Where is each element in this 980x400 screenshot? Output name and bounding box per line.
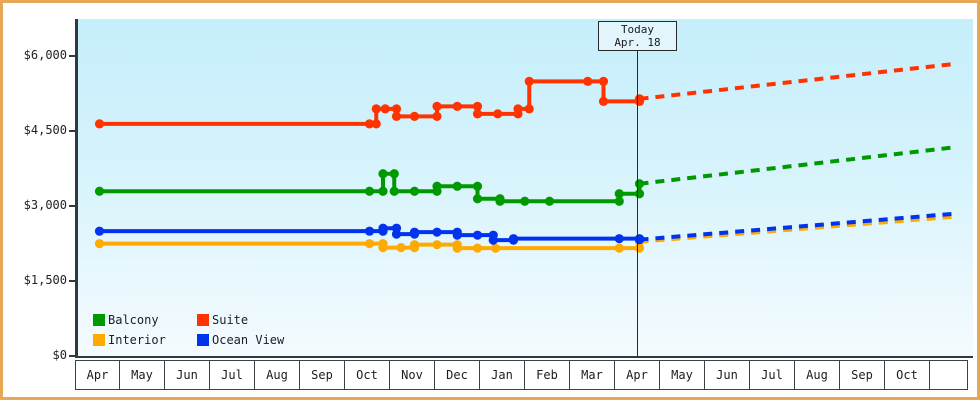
legend-label: Interior xyxy=(108,333,166,347)
x-axis-month-may-13[interactable]: May xyxy=(660,360,705,390)
today-line xyxy=(637,50,638,357)
legend-swatch-icon xyxy=(93,334,105,346)
legend-label: Suite xyxy=(212,313,249,327)
y-axis-tick xyxy=(69,130,77,133)
x-axis-month-oct-6[interactable]: Oct xyxy=(345,360,390,390)
x-axis-month-apr-0[interactable]: Apr xyxy=(75,360,120,390)
y-axis-label: $3,000 xyxy=(23,198,67,213)
chart-legend: Balcony Suite Interior Ocean View xyxy=(93,313,284,347)
y-axis-tick xyxy=(69,280,77,283)
x-axis-line xyxy=(75,356,973,358)
x-axis-month-aug-16[interactable]: Aug xyxy=(795,360,840,390)
x-axis-month-jan-9[interactable]: Jan xyxy=(480,360,525,390)
x-axis-month-jul-15[interactable]: Jul xyxy=(750,360,795,390)
x-axis-month-sep-5[interactable]: Sep xyxy=(300,360,345,390)
legend-item-balcony[interactable]: Balcony xyxy=(93,313,183,327)
y-axis-tick xyxy=(69,205,77,208)
legend-swatch-icon xyxy=(197,314,209,326)
x-axis-month-apr-12[interactable]: Apr xyxy=(615,360,660,390)
legend-swatch-icon xyxy=(93,314,105,326)
today-label-line1: Today xyxy=(620,23,655,36)
y-axis-label: $6,000 xyxy=(23,48,67,63)
x-axis-month-oct-18[interactable]: Oct xyxy=(885,360,930,390)
today-label-line2: Apr. 18 xyxy=(614,36,661,49)
x-axis-month-dec-8[interactable]: Dec xyxy=(435,360,480,390)
x-axis-month-jul-3[interactable]: Jul xyxy=(210,360,255,390)
x-axis-month-nov-7[interactable]: Nov xyxy=(390,360,435,390)
y-axis-line xyxy=(75,19,78,357)
x-axis-month-row: Apr May Jun Jul Aug Sep Oct Nov Dec Jan Feb Mar Apr M… xyxy=(75,360,975,390)
x-axis-month-may-1[interactable]: May xyxy=(120,360,165,390)
legend-item-suite[interactable]: Suite xyxy=(197,313,284,327)
y-axis-label: $0 xyxy=(52,348,67,362)
y-axis-label: $1,500 xyxy=(23,273,67,288)
y-axis-label: $4,500 xyxy=(23,123,67,138)
legend-label: Balcony xyxy=(108,313,159,327)
legend-item-ocean-view[interactable]: Ocean View xyxy=(197,333,284,347)
x-axis-month-feb-10[interactable]: Feb xyxy=(525,360,570,390)
x-axis-month-spacer xyxy=(930,360,968,390)
x-axis-month-mar-11[interactable]: Mar xyxy=(570,360,615,390)
x-axis-month-jun-14[interactable]: Jun xyxy=(705,360,750,390)
legend-item-interior[interactable]: Interior xyxy=(93,333,183,347)
today-marker: Today Apr. 18 xyxy=(598,21,677,51)
legend-swatch-icon xyxy=(197,334,209,346)
y-axis-tick xyxy=(69,355,77,357)
x-axis-month-aug-4[interactable]: Aug xyxy=(255,360,300,390)
x-axis-month-sep-17[interactable]: Sep xyxy=(840,360,885,390)
x-axis-month-jun-2[interactable]: Jun xyxy=(165,360,210,390)
plot-area xyxy=(77,19,973,356)
legend-label: Ocean View xyxy=(212,333,285,347)
y-axis-tick xyxy=(69,55,77,58)
